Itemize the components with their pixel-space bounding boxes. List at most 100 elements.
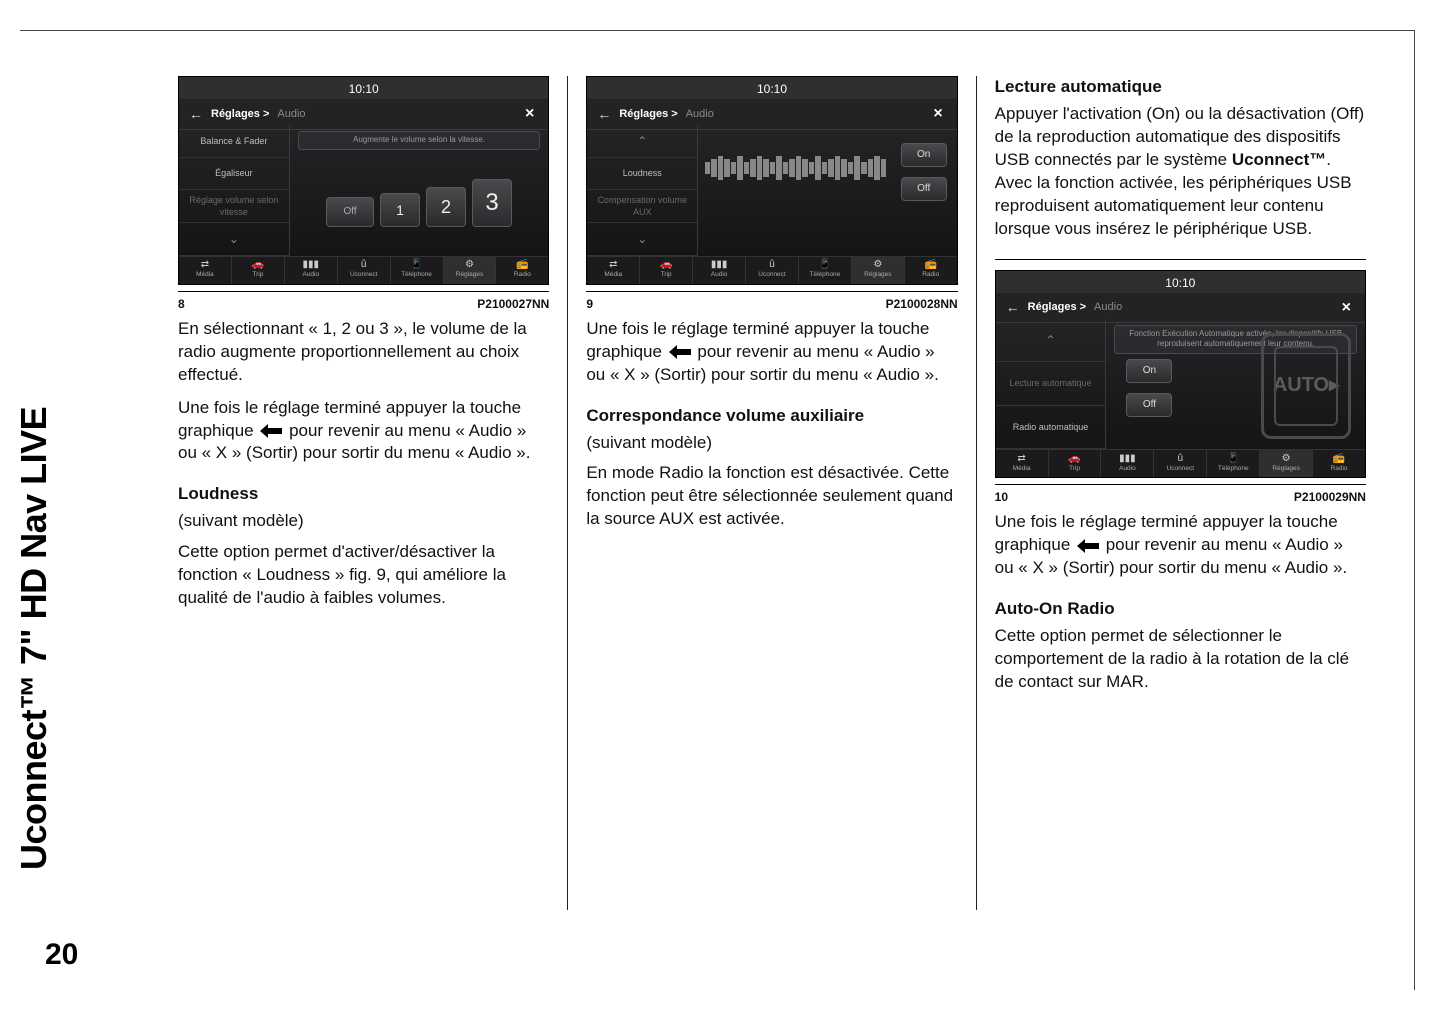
nav-settings[interactable]: ⚙Réglages: [1260, 450, 1313, 477]
nav-trip[interactable]: 🚗Trip: [232, 257, 285, 284]
heading-loudness: Loudness: [178, 483, 549, 506]
chevron-up-icon[interactable]: ⌃: [587, 125, 697, 158]
back-icon[interactable]: ←: [189, 105, 203, 124]
nav-trip[interactable]: 🚗Trip: [1049, 450, 1102, 477]
side-item[interactable]: Réglage volume selon vitesse: [179, 190, 289, 223]
side-list: ⌃ Lecture automatique Radio automatique: [996, 319, 1107, 450]
hint-text: Augmente le volume selon la vitesse.: [298, 131, 541, 150]
nav-trip[interactable]: 🚗Trip: [640, 257, 693, 284]
body-text: Une fois le réglage terminé appuyer la t…: [178, 397, 549, 466]
nav-audio[interactable]: ▮▮▮Audio: [1101, 450, 1154, 477]
hint-text: Fonction Exécution Automatique activée, …: [1114, 325, 1357, 355]
level-3-button[interactable]: 3: [472, 179, 512, 227]
breadcrumb-current: Audio: [686, 107, 714, 122]
off-button[interactable]: Off: [901, 177, 947, 201]
radio-icon: 📻: [516, 260, 528, 270]
media-icon: ⇄: [609, 260, 617, 270]
body-text: Une fois le réglage terminé appuyer la t…: [995, 511, 1366, 580]
nav-audio[interactable]: ▮▮▮Audio: [285, 257, 338, 284]
nav-media[interactable]: ⇄Média: [179, 257, 232, 284]
figure-9: 10:10 ← Réglages > Audio × ⌃ Loudness: [586, 76, 957, 312]
audio-icon: ▮▮▮: [711, 260, 728, 270]
media-icon: ⇄: [1017, 454, 1025, 464]
nav-uconnect[interactable]: ûUconnect: [746, 257, 799, 284]
trip-icon: 🚗: [1068, 454, 1080, 464]
back-icon[interactable]: ←: [597, 105, 611, 124]
nav-radio[interactable]: 📻Radio: [905, 257, 957, 284]
media-icon: ⇄: [201, 260, 209, 270]
on-button[interactable]: On: [901, 143, 947, 167]
main-panel: Fonction Exécution Automatique activée, …: [1106, 319, 1365, 450]
nav-phone[interactable]: 📱Téléphone: [391, 257, 444, 284]
divider: [995, 259, 1366, 260]
nav-settings[interactable]: ⚙Réglages: [852, 257, 905, 284]
breadcrumb-root[interactable]: Réglages >: [1028, 300, 1086, 315]
trip-icon: 🚗: [252, 260, 264, 270]
nav-media[interactable]: ⇄Média: [996, 450, 1049, 477]
breadcrumb-root[interactable]: Réglages >: [211, 107, 269, 122]
breadcrumb-root[interactable]: Réglages >: [619, 107, 677, 122]
on-off-toggle: On Off: [901, 143, 947, 201]
nav-audio[interactable]: ▮▮▮Audio: [693, 257, 746, 284]
breadcrumb-current: Audio: [277, 107, 305, 122]
nav-phone[interactable]: 📱Téléphone: [799, 257, 852, 284]
figure-caption: 9 P2100028NN: [586, 291, 957, 312]
page-number: 20: [45, 938, 78, 972]
uconnect-icon: û: [1178, 454, 1184, 464]
back-arrow-icon: [1077, 539, 1099, 553]
close-icon[interactable]: ×: [929, 103, 946, 125]
level-2-button[interactable]: 2: [426, 187, 466, 227]
chevron-down-icon[interactable]: ⌄: [179, 223, 289, 256]
bottom-bar: ⇄Média 🚗Trip ▮▮▮Audio ûUconnect 📱Télépho…: [179, 256, 548, 284]
body-text: En mode Radio la fonction est désactivée…: [586, 462, 957, 531]
nav-phone[interactable]: 📱Téléphone: [1207, 450, 1260, 477]
figure-number: 8: [178, 296, 185, 312]
body-text: Une fois le réglage terminé appuyer la t…: [586, 318, 957, 387]
close-icon[interactable]: ×: [1338, 297, 1355, 319]
gear-icon: ⚙: [465, 260, 474, 270]
column-3: Lecture automatique Appuyer l'activation…: [977, 76, 1384, 910]
figure-caption: 8 P2100027NN: [178, 291, 549, 312]
audio-icon: ▮▮▮: [1119, 454, 1136, 464]
chevron-up-icon[interactable]: ⌃: [996, 319, 1106, 363]
nav-settings[interactable]: ⚙Réglages: [444, 257, 497, 284]
back-arrow-icon: [260, 424, 282, 438]
phone-icon: 📱: [819, 260, 831, 270]
screen-8: 10:10 ← Réglages > Audio × Balance & Fad…: [178, 76, 549, 285]
nav-uconnect[interactable]: ûUconnect: [338, 257, 391, 284]
figure-ref: P2100027NN: [477, 296, 549, 312]
side-item[interactable]: Égaliseur: [179, 158, 289, 191]
heading-autoplay: Lecture automatique: [995, 76, 1366, 99]
nav-media[interactable]: ⇄Média: [587, 257, 640, 284]
side-item[interactable]: Compensation volume AUX: [587, 190, 697, 223]
side-item[interactable]: Radio automatique: [996, 406, 1106, 450]
side-title: Uconnect™ 7" HD Nav LIVE: [13, 407, 55, 870]
back-icon[interactable]: ←: [1006, 298, 1020, 317]
uconnect-icon: û: [361, 260, 367, 270]
speed-volume-buttons: Off 1 2 3: [298, 156, 541, 227]
nav-radio[interactable]: 📻Radio: [496, 257, 548, 284]
back-arrow-icon: [669, 345, 691, 359]
off-button[interactable]: Off: [326, 197, 374, 227]
side-item[interactable]: Balance & Fader: [179, 125, 289, 158]
heading-auto-on: Auto-On Radio: [995, 598, 1366, 621]
body-text: En sélectionnant « 1, 2 ou 3 », le volum…: [178, 318, 549, 387]
off-button[interactable]: Off: [1126, 393, 1172, 417]
figure-number: 9: [586, 296, 593, 312]
on-button[interactable]: On: [1126, 359, 1172, 383]
nav-radio[interactable]: 📻Radio: [1313, 450, 1365, 477]
column-2: 10:10 ← Réglages > Audio × ⌃ Loudness: [568, 76, 976, 910]
column-1: 10:10 ← Réglages > Audio × Balance & Fad…: [160, 76, 568, 910]
gear-icon: ⚙: [1282, 454, 1291, 464]
page-frame: Uconnect™ 7" HD Nav LIVE 20 10:10 ← Régl…: [20, 30, 1415, 990]
side-item[interactable]: Loudness: [587, 158, 697, 191]
level-1-button[interactable]: 1: [380, 193, 420, 227]
breadcrumb-current: Audio: [1094, 300, 1122, 315]
chevron-down-icon[interactable]: ⌄: [587, 223, 697, 256]
bottom-bar: ⇄Média 🚗Trip ▮▮▮Audio ûUconnect 📱Télépho…: [587, 256, 956, 284]
close-icon[interactable]: ×: [521, 103, 538, 125]
side-item[interactable]: Lecture automatique: [996, 362, 1106, 406]
gear-icon: ⚙: [873, 260, 882, 270]
uconnect-icon: û: [769, 260, 775, 270]
nav-uconnect[interactable]: ûUconnect: [1154, 450, 1207, 477]
